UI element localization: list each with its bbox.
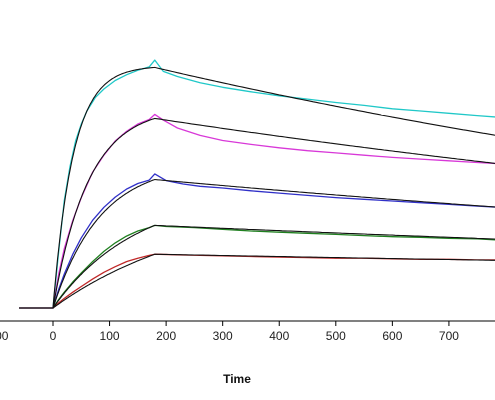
series-line-2: [19, 113, 495, 309]
series-layer: [19, 59, 495, 309]
fit-layer: [19, 66, 495, 309]
x-tick-label: 100: [100, 329, 120, 343]
series-line-4: [19, 224, 495, 309]
fit-curve-5: [19, 253, 495, 309]
series-line-5: [19, 253, 495, 309]
x-tick-label: 400: [269, 329, 289, 343]
x-tick-label: 700: [439, 329, 459, 343]
series-line-3: [19, 173, 495, 309]
fit-curve-4: [19, 224, 495, 309]
series-line-1: [19, 59, 495, 309]
fit-curve-3: [19, 178, 495, 309]
fit-curve-2: [19, 117, 495, 309]
x-ticks: -100 0 100 200 300 400 500 600 700: [0, 321, 459, 343]
x-axis-title: Time: [223, 372, 251, 386]
x-tick-label: -100: [0, 329, 9, 343]
x-tick-label: 300: [213, 329, 233, 343]
fit-curve-1: [19, 66, 495, 309]
x-axis: -100 0 100 200 300 400 500 600 700: [0, 320, 495, 343]
x-tick-label: 0: [50, 329, 57, 343]
x-tick-label: 500: [326, 329, 346, 343]
x-tick-label: 600: [382, 329, 402, 343]
x-tick-label: 200: [156, 329, 176, 343]
